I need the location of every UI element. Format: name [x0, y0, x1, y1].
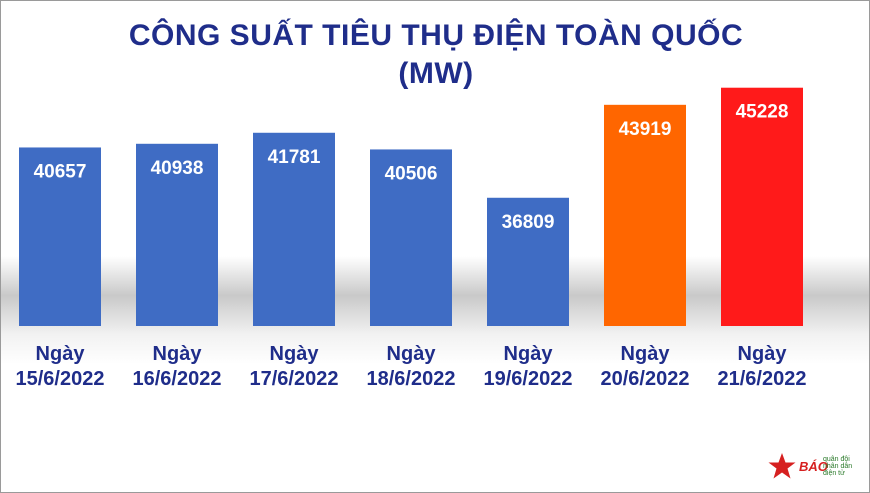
logo-sub-line: nhân dân [823, 463, 853, 470]
bar-value-label: 45228 [736, 102, 789, 123]
bar [253, 132, 335, 326]
bar-value-label: 36809 [502, 212, 555, 233]
category-label-day: Ngày [504, 343, 554, 365]
category-label-day: Ngày [738, 343, 788, 365]
bar-value-label: 41781 [268, 147, 321, 168]
logo-brand: BÁO [799, 459, 828, 474]
bar-value-label: 40506 [385, 163, 438, 184]
bar [487, 197, 569, 326]
category-label-date: 17/6/2022 [250, 368, 339, 390]
category-label-date: 21/6/2022 [718, 368, 807, 390]
bar-value-label: 40657 [34, 161, 87, 182]
newspaper-logo: BÁO quân đội nhân dân điện tử [767, 447, 867, 487]
category-label-day: Ngày [36, 343, 86, 365]
category-label-day: Ngày [621, 343, 671, 365]
logo-sub-line: điện tử [823, 470, 845, 477]
bar [604, 104, 686, 326]
logo-subtitle: quân đội nhân dân điện tử [823, 456, 863, 477]
red-star-icon [768, 453, 796, 479]
category-label-date: 20/6/2022 [601, 368, 690, 390]
category-label-day: Ngày [153, 343, 203, 365]
category-label-date: 16/6/2022 [133, 368, 222, 390]
bar-value-label: 40938 [151, 158, 204, 179]
category-label-day: Ngày [270, 343, 320, 365]
bar [19, 147, 101, 326]
bar-value-label: 43919 [619, 119, 672, 140]
logo-sub-line: quân đội [823, 456, 850, 463]
chart-title-unit: (MW) [398, 57, 474, 90]
category-label-date: 15/6/2022 [16, 368, 105, 390]
bar [721, 87, 803, 326]
category-label-day: Ngày [387, 343, 437, 365]
bar [370, 149, 452, 326]
category-label-date: 18/6/2022 [367, 368, 456, 390]
category-label-date: 19/6/2022 [484, 368, 573, 390]
bar [136, 143, 218, 326]
chart-title: CÔNG SUẤT TIÊU THỤ ĐIỆN TOÀN QUỐC [128, 19, 744, 52]
